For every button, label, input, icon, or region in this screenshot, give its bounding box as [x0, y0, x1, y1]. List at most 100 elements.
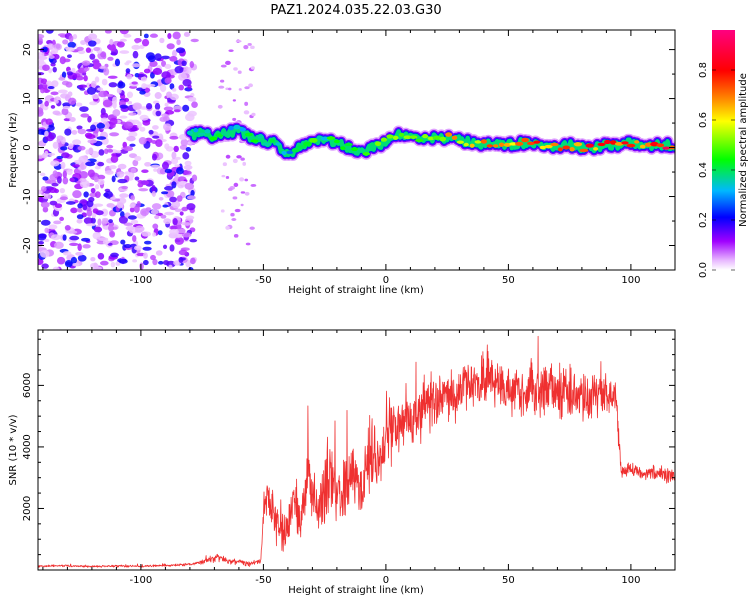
noise-blob — [56, 138, 61, 144]
noise-blob — [87, 115, 92, 123]
noise-blob — [49, 200, 58, 206]
ridge-peak — [656, 143, 665, 148]
noise-blob — [249, 226, 255, 230]
noise-blob — [157, 230, 163, 236]
ridge-peak — [597, 142, 606, 147]
noise-blob — [108, 82, 118, 88]
noise-blob — [230, 212, 235, 217]
noise-blob — [152, 232, 157, 237]
noise-blob — [112, 109, 121, 117]
noise-blob — [61, 107, 69, 116]
noise-blob — [68, 35, 74, 43]
noise-blob — [94, 191, 101, 199]
noise-blob — [42, 176, 49, 181]
noise-blob — [97, 252, 105, 260]
noise-blob — [236, 155, 242, 159]
noise-blob — [154, 92, 162, 100]
noise-blob — [154, 215, 160, 220]
noise-blob — [250, 45, 255, 50]
noise-blob — [152, 135, 160, 139]
snr-y-label: SNR (10 * v/v) — [8, 414, 19, 485]
noise-blob — [101, 78, 108, 86]
ridge-peak — [250, 139, 259, 143]
noise-blob — [131, 44, 141, 50]
noise-blob — [76, 218, 83, 224]
noise-blob — [79, 180, 90, 189]
noise-blob — [186, 203, 196, 211]
noise-blob — [154, 53, 162, 61]
ridge-peak — [409, 135, 418, 139]
noise-blob — [176, 195, 183, 202]
snr-background — [38, 330, 675, 570]
noise-blob — [164, 63, 172, 70]
noise-blob — [38, 241, 44, 245]
noise-blob — [62, 105, 71, 110]
noise-blob — [244, 86, 250, 90]
noise-blob — [44, 238, 50, 243]
noise-blob — [53, 220, 62, 225]
noise-blob — [142, 246, 152, 251]
noise-blob — [119, 193, 129, 198]
noise-blob — [134, 229, 143, 233]
noise-blob — [111, 175, 116, 183]
noise-blob — [126, 60, 132, 64]
noise-blob — [86, 86, 97, 95]
noise-blob — [79, 106, 89, 112]
noise-blob — [178, 256, 184, 263]
noise-blob — [72, 164, 80, 168]
noise-blob — [149, 33, 158, 38]
noise-blob — [176, 39, 181, 46]
noise-blob — [38, 189, 43, 195]
x-tick-label: 100 — [621, 575, 640, 586]
noise-blob — [117, 163, 127, 170]
noise-blob — [157, 133, 164, 141]
noise-blob — [189, 238, 198, 243]
noise-blob — [69, 177, 75, 182]
noise-blob — [147, 83, 156, 88]
noise-blob — [165, 190, 175, 198]
noise-blob — [168, 264, 173, 269]
ridge-peak — [356, 148, 364, 154]
noise-blob — [143, 68, 151, 74]
snr-plot-area — [38, 335, 675, 568]
noise-blob — [217, 104, 223, 109]
noise-blob — [50, 234, 61, 241]
noise-blob — [138, 136, 147, 145]
ridge-peak — [626, 143, 636, 148]
noise-blob — [116, 88, 122, 94]
noise-blob — [58, 76, 66, 81]
noise-blob — [159, 168, 167, 175]
y-tick-label: 0 — [22, 144, 33, 150]
noise-blob — [98, 149, 105, 156]
noise-blob — [87, 139, 97, 144]
noise-blob — [118, 258, 128, 264]
noise-blob — [251, 112, 256, 117]
noise-blob — [143, 33, 149, 39]
noise-blob — [232, 196, 238, 200]
noise-blob — [112, 100, 117, 109]
noise-blob — [174, 208, 182, 213]
ridge-peak — [515, 141, 524, 146]
noise-blob — [131, 81, 138, 85]
noise-blob — [164, 168, 172, 174]
ridge-peak — [197, 132, 206, 136]
noise-blob — [65, 47, 75, 52]
noise-blob — [183, 165, 193, 170]
snr-frame — [37, 329, 676, 571]
noise-blob — [38, 52, 45, 59]
noise-blob — [164, 143, 170, 150]
noise-blob — [169, 135, 179, 140]
noise-blob — [178, 73, 188, 81]
noise-blob — [233, 234, 239, 238]
noise-blob — [71, 67, 76, 73]
noise-blob — [107, 75, 118, 79]
noise-blob — [69, 116, 76, 123]
noise-blob — [147, 55, 156, 63]
noise-blob — [155, 110, 162, 117]
noise-blob — [132, 259, 138, 263]
ridge-peak — [579, 148, 589, 153]
noise-blob — [182, 152, 190, 160]
x-tick-label: -50 — [255, 575, 271, 586]
noise-blob — [183, 170, 192, 175]
x-tick-label: -100 — [130, 275, 153, 286]
